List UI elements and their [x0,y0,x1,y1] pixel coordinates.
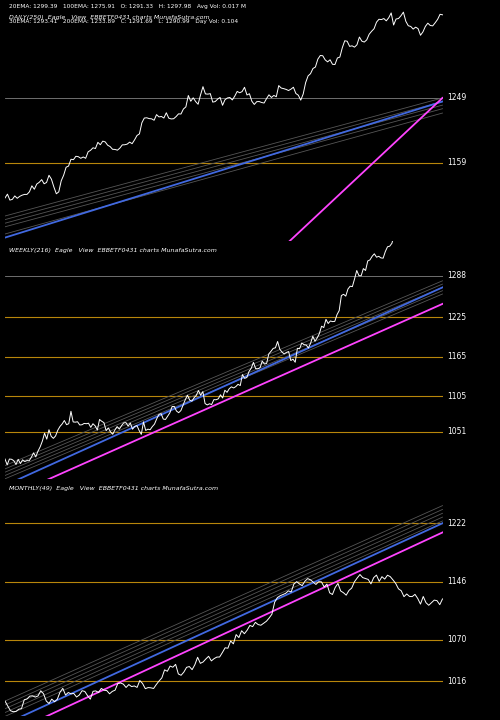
Text: DAILY(250)  Eagle   View  EBBETF0431 charts MunafaSutra.com: DAILY(250) Eagle View EBBETF0431 charts … [10,15,210,20]
Text: 1070: 1070 [447,635,466,644]
Text: 1146: 1146 [447,577,466,586]
Text: MONTHLY(49)  Eagle   View  EBBETF0431 charts MunafaSutra.com: MONTHLY(49) Eagle View EBBETF0431 charts… [10,486,218,491]
Text: 1165: 1165 [447,352,466,361]
Text: 1016: 1016 [447,677,466,685]
Text: 1159: 1159 [447,158,466,167]
Text: 1288: 1288 [447,271,466,280]
Text: 1225: 1225 [447,312,466,322]
Text: 1105: 1105 [447,392,466,401]
Text: 20EMA: 1299.39   100EMA: 1275.91   O: 1291.33   H: 1297.98   Avg Vol: 0.017 M: 20EMA: 1299.39 100EMA: 1275.91 O: 1291.3… [10,4,246,9]
Text: 1051: 1051 [447,428,466,436]
Text: WEEKLY(216)  Eagle   View  EBBETF0431 charts MunafaSutra.com: WEEKLY(216) Eagle View EBBETF0431 charts… [10,248,217,253]
Text: 1249: 1249 [447,94,466,102]
Text: 1222: 1222 [447,518,466,528]
Text: 30EMA: 1293.41   200EMA: 1233.89   C: 1291.69   L: 1290.99   Day Vol: 0.104: 30EMA: 1293.41 200EMA: 1233.89 C: 1291.6… [10,19,238,24]
